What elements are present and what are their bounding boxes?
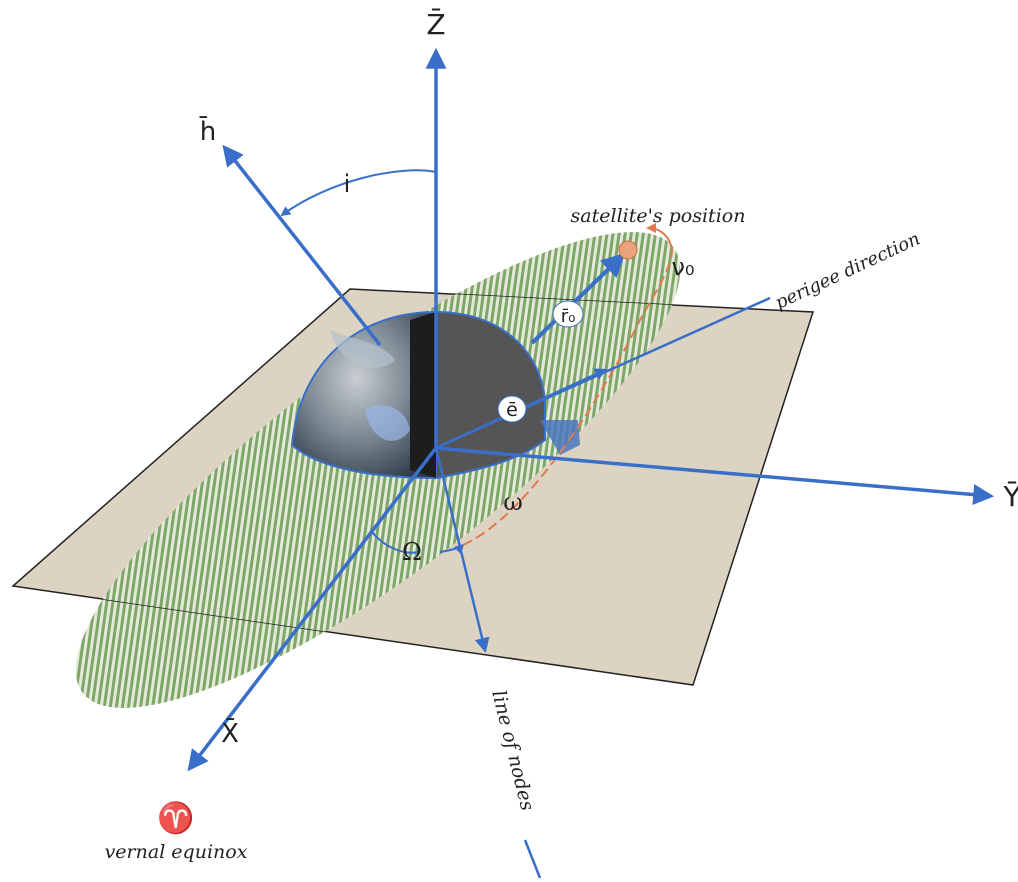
line-of-nodes-label: line of nodes xyxy=(487,688,538,813)
arg-perigee-label: ω xyxy=(503,488,523,516)
arg-perigee-arc xyxy=(462,249,673,546)
satellite-marker xyxy=(618,240,638,260)
x-axis-label: X̄ xyxy=(221,717,239,749)
x-axis xyxy=(187,446,438,772)
r-vector xyxy=(530,252,626,345)
earth-hemisphere xyxy=(290,310,580,480)
true-anomaly-arc xyxy=(646,223,673,251)
y-axis xyxy=(435,446,995,506)
raan-label: Ω xyxy=(402,538,422,566)
y-axis-label: Ȳ xyxy=(1002,480,1018,513)
true-anomaly-label: ν₀ xyxy=(671,253,694,281)
raan-arc xyxy=(371,531,419,554)
perigee-direction-label: perigee direction xyxy=(772,228,923,313)
inclination-arc xyxy=(280,169,437,217)
satellite-position-label: satellite's position xyxy=(571,205,746,227)
line-of-nodes xyxy=(434,447,490,653)
h-vector-label: h̄ xyxy=(199,115,216,147)
aries-symbol: ♈ xyxy=(157,800,194,836)
h-vector xyxy=(222,144,382,347)
r-vector-label: r̄₀ xyxy=(552,300,584,328)
e-vector-label: ē xyxy=(497,395,527,423)
z-axis-label: Z̄ xyxy=(426,7,445,41)
inclination-label: i xyxy=(344,170,351,198)
svg-text:r̄₀: r̄₀ xyxy=(561,306,576,327)
line-of-nodes-ext xyxy=(523,839,542,879)
vernal-equinox-label: vernal equinox xyxy=(105,841,248,863)
svg-text:ē: ē xyxy=(506,399,518,421)
